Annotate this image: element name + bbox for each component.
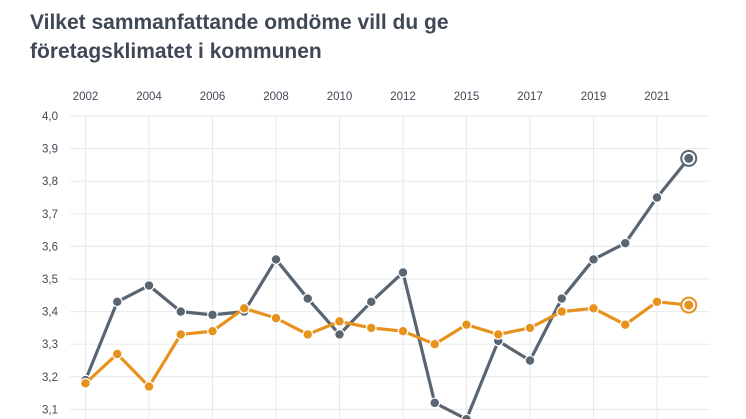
x-tick-label: 2006 — [200, 91, 226, 103]
data-point[interactable] — [651, 192, 663, 203]
x-tick-label: 2021 — [644, 91, 670, 103]
data-point[interactable] — [80, 377, 91, 389]
data-point[interactable] — [619, 237, 631, 249]
data-point[interactable] — [556, 293, 568, 304]
data-point[interactable] — [588, 254, 599, 265]
chart-grid — [70, 115, 710, 419]
data-point[interactable] — [365, 296, 377, 308]
data-point[interactable] — [207, 325, 218, 337]
data-point[interactable] — [334, 329, 345, 340]
data-point[interactable] — [461, 319, 472, 331]
x-tick-label: 2017 — [517, 91, 543, 103]
chart-title-line-1: Vilket sammanfattande omdöme vill du ge — [30, 11, 449, 34]
data-point[interactable] — [556, 306, 568, 318]
y-tick-label: 3,4 — [42, 307, 59, 319]
data-point[interactable] — [461, 413, 472, 419]
data-point[interactable] — [429, 338, 441, 350]
x-tick-label: 2015 — [454, 91, 480, 103]
data-point[interactable] — [524, 322, 536, 334]
y-axis-ticks: 4,0 3,9 3,8 3,7 3,6 3,5 3,4 3,3 3,2 3,1 — [42, 111, 59, 416]
data-point[interactable] — [143, 280, 155, 291]
chart-title: Vilket sammanfattande omdöme vill du ge … — [30, 8, 720, 66]
series-line — [83, 156, 691, 419]
data-point[interactable] — [492, 329, 504, 340]
data-point[interactable] — [270, 312, 282, 324]
chart-title-line-2: företagsklimatet i kommunen — [30, 40, 322, 63]
x-tick-label: 2002 — [73, 91, 99, 103]
data-point[interactable] — [397, 267, 409, 278]
data-point[interactable] — [143, 381, 155, 392]
data-point[interactable] — [334, 315, 345, 327]
x-tick-label: 2004 — [136, 91, 162, 103]
data-point[interactable] — [270, 254, 282, 265]
data-point[interactable] — [302, 293, 314, 304]
y-tick-label: 3,3 — [42, 339, 58, 351]
data-point[interactable] — [111, 296, 123, 308]
series-grey — [80, 149, 698, 419]
data-point-latest[interactable] — [684, 153, 694, 163]
series-orange — [80, 296, 698, 392]
data-point[interactable] — [524, 355, 536, 366]
data-point-latest[interactable] — [684, 300, 694, 310]
data-point[interactable] — [651, 296, 663, 308]
data-point[interactable] — [397, 325, 409, 337]
y-tick-label: 3,2 — [42, 372, 58, 384]
y-tick-label: 3,8 — [42, 176, 58, 188]
data-point[interactable] — [619, 319, 631, 331]
y-tick-label: 3,1 — [42, 404, 58, 416]
data-point[interactable] — [175, 329, 187, 340]
data-point[interactable] — [207, 309, 218, 321]
data-point[interactable] — [175, 306, 187, 318]
y-tick-label: 3,7 — [42, 209, 58, 221]
chart-series — [80, 149, 698, 419]
data-point[interactable] — [111, 348, 123, 360]
data-point[interactable] — [588, 302, 599, 314]
y-tick-label: 3,9 — [42, 144, 58, 156]
data-point[interactable] — [302, 329, 314, 340]
data-point[interactable] — [429, 397, 441, 409]
y-tick-label: 3,6 — [42, 241, 58, 253]
x-tick-label: 2008 — [263, 91, 289, 103]
x-tick-label: 2012 — [390, 91, 416, 103]
x-tick-label: 2010 — [327, 91, 353, 103]
x-axis-ticks: 2002 2004 2006 2008 2010 2012 2015 2017 2019 2021 — [73, 91, 670, 103]
data-point[interactable] — [365, 322, 377, 334]
data-point[interactable] — [238, 302, 250, 314]
x-tick-label: 2019 — [581, 91, 607, 103]
y-tick-label: 4,0 — [42, 111, 58, 123]
y-tick-label: 3,5 — [42, 274, 58, 286]
